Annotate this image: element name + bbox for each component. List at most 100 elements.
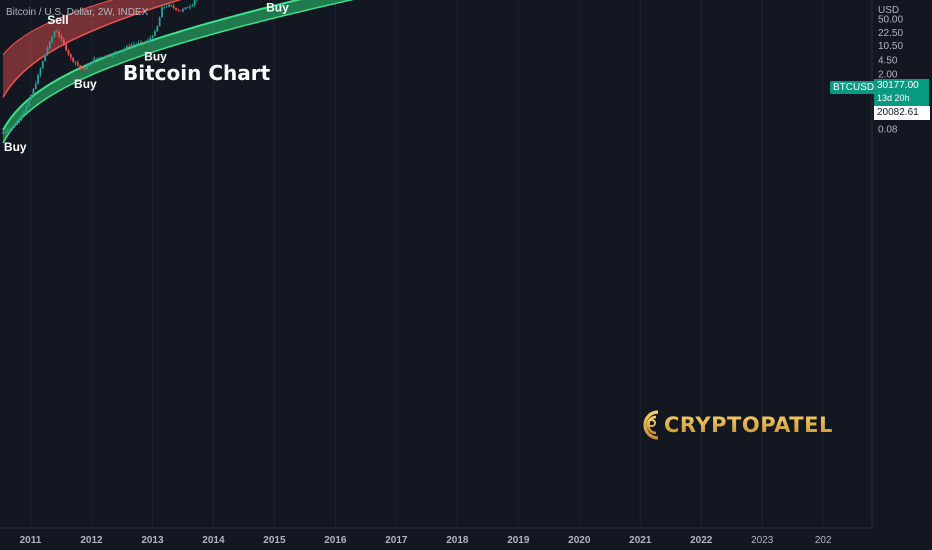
candle-body	[25, 105, 28, 112]
candle-body	[60, 36, 63, 40]
candle-body	[158, 17, 161, 27]
price-tick-label: 0.08	[878, 124, 898, 135]
candle-body	[27, 99, 30, 106]
candle-body	[34, 83, 37, 90]
candle-body	[142, 42, 145, 43]
candle-body	[186, 7, 189, 9]
candle-body	[46, 48, 49, 55]
candle-body	[32, 89, 35, 96]
candle-body	[55, 31, 58, 33]
candle-body	[4, 131, 7, 133]
candle-body	[30, 95, 32, 100]
candle-body	[102, 57, 105, 58]
candle-body	[121, 49, 124, 52]
candle-body	[147, 40, 149, 43]
candle-body	[165, 6, 168, 8]
candle-body	[172, 6, 175, 8]
last-price-badge: 30177.00 13d 20h	[874, 79, 929, 106]
time-tick-label: 2020	[568, 535, 591, 546]
candle-body	[154, 31, 156, 37]
candle-body	[13, 124, 16, 127]
candle-body	[41, 61, 44, 69]
time-tick-label: 2022	[690, 535, 713, 546]
time-tick-label: 2017	[385, 535, 408, 546]
time-tick-label: 202	[815, 535, 832, 546]
buy-label: Buy	[144, 49, 167, 63]
candle-body	[184, 7, 187, 10]
candle-body	[11, 126, 14, 129]
time-tick-label: 2018	[446, 535, 469, 546]
candle-body	[65, 44, 68, 51]
last-price-value: 30177.00	[877, 80, 919, 91]
price-tick-label: 10.50	[878, 41, 903, 52]
candle-body	[48, 41, 51, 49]
time-tick-label: 2015	[263, 535, 286, 546]
candle-body	[130, 44, 133, 47]
candle-body	[151, 36, 154, 39]
candle-body	[191, 5, 194, 7]
candle-body	[81, 67, 84, 69]
candle-body	[20, 115, 23, 119]
candle-body	[97, 57, 100, 59]
candle-body	[140, 42, 142, 43]
candle-body	[44, 54, 47, 62]
buy-label: Buy	[266, 1, 289, 15]
time-tick-label: 2021	[629, 535, 652, 546]
candle-body	[116, 52, 119, 53]
candle-body	[93, 58, 96, 63]
time-tick-label: 2014	[202, 535, 225, 546]
candle-body	[100, 57, 103, 59]
candle-body	[144, 42, 147, 43]
candle-body	[2, 132, 4, 134]
candle-body	[86, 65, 89, 70]
candle-body	[18, 118, 21, 121]
candle-body	[51, 36, 54, 42]
candle-body	[104, 55, 107, 58]
sell-label: Sell	[47, 13, 68, 27]
price-tick-label: 22.50	[878, 28, 903, 39]
candle-body	[170, 4, 173, 7]
candle-body	[156, 26, 159, 32]
candle-body	[16, 120, 18, 125]
candle-body	[112, 53, 114, 56]
time-tick-label: 2013	[141, 535, 164, 546]
candle-body	[168, 4, 170, 7]
candle-body	[39, 68, 42, 76]
candle-body	[109, 55, 112, 57]
sell-band-lower	[2, 0, 182, 98]
time-tick-label: 2023	[751, 535, 774, 546]
candles	[2, 0, 198, 135]
buy-label: Buy	[74, 77, 97, 91]
candle-body	[6, 130, 9, 132]
cryptopatel-logo-icon	[643, 410, 659, 440]
candle-body	[67, 50, 70, 55]
candle-body	[149, 38, 152, 41]
candle-body	[133, 44, 135, 46]
candle-body	[62, 39, 65, 45]
time-tick-label: 2012	[80, 535, 103, 546]
candle-body	[72, 57, 75, 62]
candle-body	[74, 61, 77, 63]
bands	[2, 0, 355, 144]
symbol-badge[interactable]: BTCUSD	[830, 81, 878, 94]
candle-body	[175, 7, 177, 10]
candle-body	[126, 46, 128, 49]
reference-level-badge: 20082.61	[874, 106, 930, 120]
price-tick-label: 2.00	[878, 69, 898, 80]
buy-band-upper	[2, 0, 302, 131]
candle-body	[107, 55, 110, 57]
candle-body	[114, 52, 117, 54]
candle-body	[137, 42, 140, 45]
candle-body	[83, 68, 86, 70]
symbol-info[interactable]: Bitcoin / U.S. Dollar, 2W, INDEX	[6, 7, 149, 18]
time-tick-label: 2016	[324, 535, 347, 546]
price-tick-label: 50.00	[878, 14, 903, 25]
annotations: SellSellSellSellSellBuyBuyBuyBuyBuyBuyBu…	[4, 1, 289, 154]
candle-body	[9, 128, 11, 131]
candle-body	[119, 51, 121, 53]
candle-body	[182, 9, 184, 12]
candle-body	[76, 62, 79, 66]
currency-label[interactable]: USD	[878, 5, 900, 16]
